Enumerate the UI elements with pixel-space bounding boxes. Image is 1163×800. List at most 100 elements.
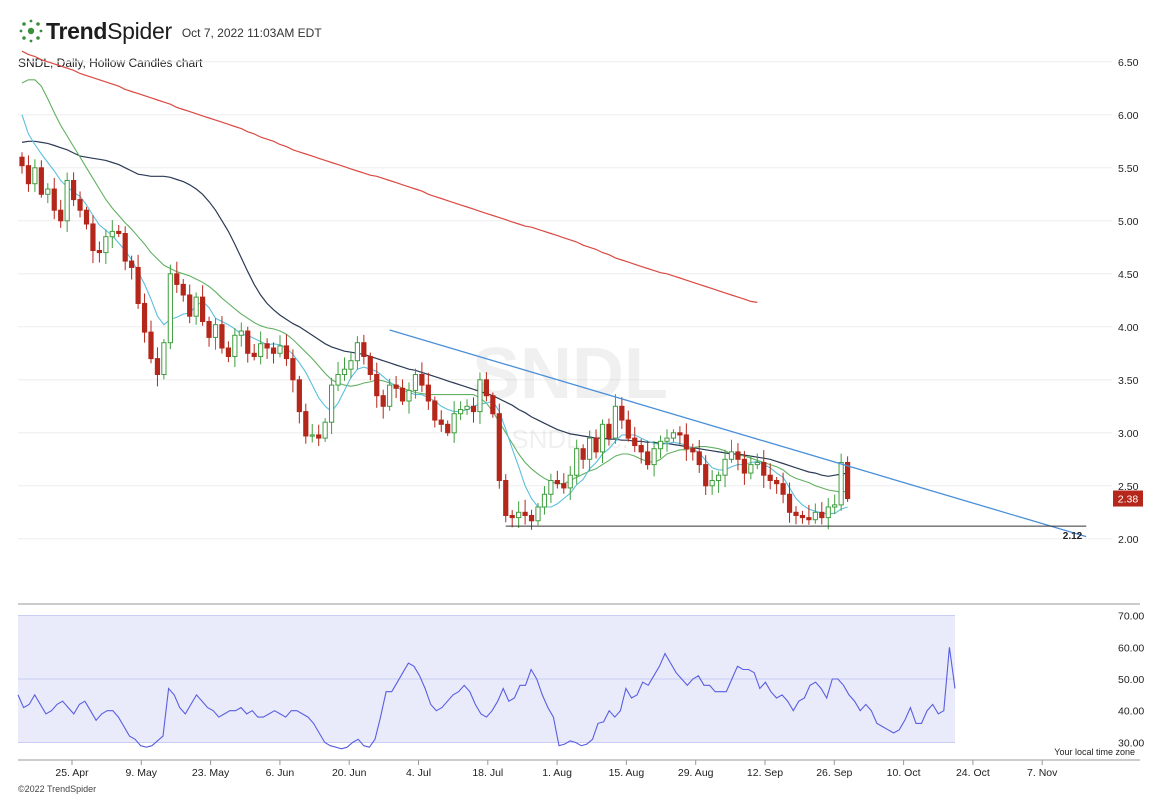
- price-tick-label: 5.00: [1118, 216, 1139, 228]
- candle: [135, 254, 141, 309]
- candle: [812, 503, 818, 524]
- date-tick-label: 23. May: [192, 767, 230, 779]
- candle: [109, 220, 115, 249]
- candle: [335, 361, 341, 392]
- date-tick-label: 10. Oct: [887, 767, 921, 779]
- candle: [670, 429, 677, 442]
- candle: [503, 474, 509, 523]
- candle: [528, 509, 535, 530]
- candle: [690, 443, 696, 461]
- candle: [819, 502, 825, 525]
- rsi-line: [17, 647, 956, 750]
- candle: [219, 316, 225, 354]
- date-tick-label: 12. Sep: [747, 767, 783, 779]
- candle: [593, 429, 599, 459]
- candle: [58, 199, 64, 228]
- candle: [251, 344, 257, 361]
- candle: [464, 399, 470, 415]
- last-price-badge: 2.38: [1113, 490, 1143, 507]
- drawn-lines: 2.12: [389, 329, 1087, 542]
- moving-averages: [21, 50, 848, 514]
- brand-logo: TrendSpider: [46, 18, 172, 45]
- candle: [516, 501, 522, 529]
- candle: [483, 372, 489, 402]
- candle: [45, 183, 51, 204]
- candle: [374, 362, 380, 408]
- candle: [322, 418, 328, 443]
- candle: [683, 423, 689, 461]
- date-tick-label: 9. May: [126, 767, 158, 779]
- candle: [141, 293, 148, 343]
- watermark-symbol: SNDL: [472, 334, 668, 414]
- candle: [361, 334, 367, 365]
- candle: [406, 382, 412, 414]
- price-tick-label: 6.00: [1118, 110, 1139, 122]
- candle: [490, 392, 496, 418]
- date-tick-label: 1. Aug: [542, 767, 572, 779]
- candle: [90, 215, 96, 264]
- candle: [161, 339, 167, 380]
- rsi-panel: 70.00 60.00 50.00 40.00 30.00: [17, 611, 1144, 750]
- candle: [103, 229, 109, 265]
- candle: [399, 379, 406, 405]
- rsi-tick-label: 70.00: [1118, 611, 1144, 623]
- candle: [696, 440, 702, 473]
- candle: [432, 396, 438, 428]
- candle: [83, 206, 90, 230]
- sma20-line: [21, 79, 848, 493]
- candle: [567, 466, 573, 501]
- candle: [290, 349, 296, 393]
- brand-light: Spider: [107, 17, 172, 44]
- candle: [245, 326, 251, 363]
- candle: [703, 455, 709, 496]
- candle: [458, 401, 464, 421]
- candle: [71, 172, 77, 207]
- candle: [200, 285, 206, 326]
- price-tick-label: 3.00: [1118, 428, 1139, 440]
- candle: [754, 453, 760, 470]
- candle: [258, 331, 264, 365]
- candle: [329, 377, 335, 435]
- copyright-notice: ©2022 TrendSpider: [18, 784, 97, 794]
- candle: [187, 284, 193, 324]
- candle: [122, 226, 128, 271]
- candle: [232, 328, 238, 368]
- candle: [277, 335, 283, 358]
- candle: [786, 482, 793, 523]
- date-tick-label: 4. Jul: [406, 767, 431, 779]
- candle: [445, 420, 451, 437]
- brand-bold: Trend: [46, 17, 108, 44]
- candle: [51, 177, 57, 220]
- date-tick-label: 15. Aug: [609, 767, 645, 779]
- candle: [509, 510, 515, 528]
- date-tick-label: 26. Sep: [816, 767, 852, 779]
- candle: [735, 443, 741, 471]
- date-tick-label: 25. Apr: [55, 767, 89, 779]
- candle: [522, 499, 528, 525]
- price-tick-label: 4.00: [1118, 322, 1139, 334]
- last-price-label: 2.38: [1118, 494, 1139, 506]
- candle: [393, 376, 399, 399]
- candle: [793, 506, 799, 525]
- candle: [838, 453, 844, 511]
- candle: [535, 502, 541, 526]
- candle: [451, 401, 457, 443]
- candle: [677, 426, 683, 445]
- candle: [709, 470, 715, 495]
- price-axis: 6.50 6.00 5.50 5.00 4.50 4.00 3.50 3.00 2.50 2.00…: [18, 57, 1143, 605]
- candle: [64, 172, 70, 233]
- candle: [309, 424, 315, 443]
- candle: [599, 419, 606, 464]
- candle: [283, 334, 290, 366]
- candle: [632, 426, 638, 453]
- candle: [761, 450, 767, 488]
- descending-trendline[interactable]: [389, 329, 1087, 538]
- candle: [419, 362, 425, 393]
- candle: [412, 368, 419, 399]
- candle: [722, 449, 728, 488]
- candle: [38, 160, 44, 198]
- candle: [19, 152, 25, 174]
- candle: [574, 439, 580, 485]
- candle: [657, 435, 664, 459]
